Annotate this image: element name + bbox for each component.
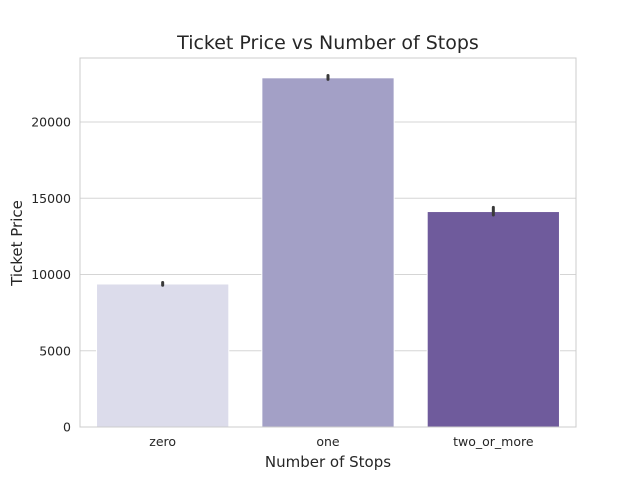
bar-zero <box>96 283 230 428</box>
plot-frame <box>79 57 577 428</box>
y-axis-label: Ticket Price <box>8 200 26 287</box>
y-tick-labels: 0 5000 10000 15000 20000 <box>31 115 71 435</box>
chart-title: Ticket Price vs Number of Stops <box>176 32 479 54</box>
bar-one <box>261 77 395 428</box>
y-tick-label: 10000 <box>31 267 71 282</box>
x-axis-label: Number of Stops <box>265 453 391 471</box>
x-tick-label: one <box>316 434 340 449</box>
y-tick-label: 5000 <box>39 343 71 358</box>
x-tick-label: two_or_more <box>453 434 534 449</box>
x-tick-labels: zero one two_or_more <box>149 434 534 449</box>
bar-two_or_more <box>426 211 560 428</box>
y-tick-label: 15000 <box>31 191 71 206</box>
y-tick-label: 0 <box>63 420 71 435</box>
bars <box>96 77 560 428</box>
y-tick-label: 20000 <box>31 115 71 130</box>
error-bars <box>161 74 495 287</box>
x-tick-label: zero <box>149 434 176 449</box>
